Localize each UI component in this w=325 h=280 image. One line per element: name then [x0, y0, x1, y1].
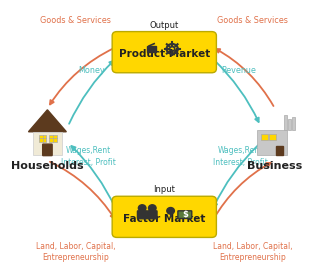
Text: Money: Money [78, 66, 105, 74]
Text: Goods & Services: Goods & Services [217, 16, 288, 25]
Polygon shape [29, 110, 66, 132]
FancyBboxPatch shape [43, 144, 52, 156]
Text: Revenue: Revenue [221, 66, 256, 74]
FancyBboxPatch shape [288, 119, 291, 130]
Text: Households: Households [11, 161, 84, 171]
FancyBboxPatch shape [292, 117, 295, 130]
Text: Factor Market: Factor Market [123, 214, 205, 224]
FancyBboxPatch shape [49, 134, 57, 142]
Circle shape [167, 207, 175, 214]
FancyBboxPatch shape [284, 115, 288, 130]
FancyBboxPatch shape [148, 211, 157, 219]
Circle shape [149, 205, 156, 211]
Text: Product Market: Product Market [119, 49, 210, 59]
Text: Goods & Services: Goods & Services [40, 16, 111, 25]
Text: Input: Input [153, 185, 175, 194]
FancyBboxPatch shape [261, 134, 267, 140]
FancyBboxPatch shape [257, 130, 288, 155]
Text: Land, Labor, Capital,
Entrepreneurship: Land, Labor, Capital, Entrepreneurship [36, 242, 116, 262]
Text: Output: Output [150, 21, 179, 30]
FancyBboxPatch shape [178, 211, 192, 218]
Text: Wages,Rent
Interest, Profit: Wages,Rent Interest, Profit [213, 146, 267, 167]
Text: Wages,Rent
Interest, Profit: Wages,Rent Interest, Profit [61, 146, 116, 167]
FancyBboxPatch shape [269, 134, 276, 140]
Text: Business: Business [247, 161, 303, 171]
FancyBboxPatch shape [112, 196, 216, 237]
FancyBboxPatch shape [137, 211, 147, 219]
FancyBboxPatch shape [277, 146, 283, 155]
FancyBboxPatch shape [39, 134, 46, 142]
Text: $: $ [182, 210, 188, 219]
Circle shape [138, 205, 146, 211]
Text: Land, Labor, Capital,
Entrepreneurship: Land, Labor, Capital, Entrepreneurship [213, 242, 292, 262]
FancyBboxPatch shape [33, 132, 62, 155]
FancyBboxPatch shape [147, 46, 156, 52]
FancyBboxPatch shape [112, 32, 216, 73]
